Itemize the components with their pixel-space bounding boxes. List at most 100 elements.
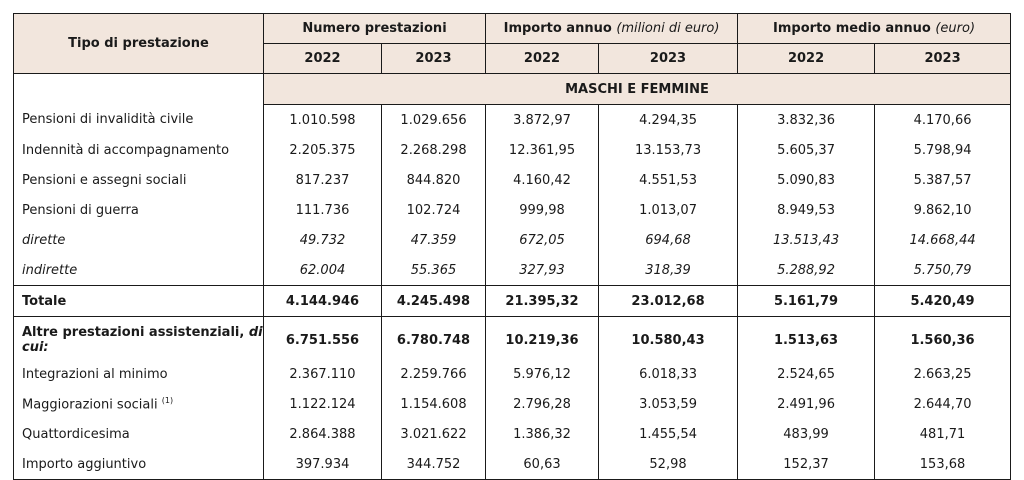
table-row: Integrazioni al minimo 2.367.110 2.259.7… xyxy=(13,359,1012,389)
col-group-numero: Numero prestazioni xyxy=(262,13,487,44)
cell: 6.780.748 xyxy=(380,316,487,359)
cell: 13.513,43 xyxy=(737,225,876,255)
cell: 3.872,97 xyxy=(485,104,600,135)
col-group-medio-unit: (euro) xyxy=(935,21,976,36)
table-row: Pensioni di invalidità civile 1.010.598 … xyxy=(13,104,1012,135)
table-row: Pensioni e assegni sociali 817.237 844.8… xyxy=(13,165,1012,195)
cell: 2.259.766 xyxy=(380,359,487,389)
col-header-tipo: Tipo di prestazione xyxy=(13,13,264,74)
table-row: Quattordicesima 2.864.388 3.021.622 1.38… xyxy=(13,419,1012,449)
cell: 152,37 xyxy=(737,449,876,480)
cell: 60,63 xyxy=(485,449,600,480)
cell: 318,39 xyxy=(598,255,739,286)
row-label: Pensioni e assegni sociali xyxy=(13,165,264,195)
cell: 10.219,36 xyxy=(485,316,600,359)
cell: 1.013,07 xyxy=(598,195,739,225)
cell: 14.668,44 xyxy=(874,225,1012,255)
cell: 2.268.298 xyxy=(380,135,487,165)
table-row: Maggiorazioni sociali (1) 1.122.124 1.15… xyxy=(13,389,1012,419)
col-group-importo-label: Importo annuo xyxy=(503,21,612,36)
cell: 3.053,59 xyxy=(598,389,739,419)
col-group-medio-label: Importo medio annuo xyxy=(773,21,931,36)
cell: 2.663,25 xyxy=(874,359,1012,389)
row-label: Pensioni di guerra xyxy=(13,195,264,225)
cell: 1.455,54 xyxy=(598,419,739,449)
cell: 483,99 xyxy=(737,419,876,449)
cell: 2.524,65 xyxy=(737,359,876,389)
table-row: Importo aggiuntivo 397.934 344.752 60,63… xyxy=(13,449,1012,480)
cell: 10.580,43 xyxy=(598,316,739,359)
cell: 6.751.556 xyxy=(263,316,382,359)
row-label-text: Maggiorazioni sociali xyxy=(22,397,158,413)
total-label: Totale xyxy=(13,285,264,317)
altre-label-suffix: di cui: xyxy=(22,325,263,355)
cell: 5.798,94 xyxy=(874,135,1012,165)
cell: 344.752 xyxy=(380,449,487,480)
row-label: Importo aggiuntivo xyxy=(13,449,264,480)
cell: 1.513,63 xyxy=(737,316,876,359)
year-header: 2022 xyxy=(737,43,876,74)
prestazioni-table: Tipo di prestazione Numero prestazioni I… xyxy=(13,13,1012,480)
cell: 8.949,53 xyxy=(737,195,876,225)
cell: 2.205.375 xyxy=(263,135,382,165)
cell: 5.288,92 xyxy=(737,255,876,286)
cell: 2.367.110 xyxy=(263,359,382,389)
table-row: indirette 62.004 55.365 327,93 318,39 5.… xyxy=(13,255,1012,286)
total-row: Totale 4.144.946 4.245.498 21.395,32 23.… xyxy=(13,285,1012,317)
footnote-ref: (1) xyxy=(161,395,174,405)
cell: 327,93 xyxy=(485,255,600,286)
cell: 481,71 xyxy=(874,419,1012,449)
cell: 49.732 xyxy=(263,225,382,255)
table-row: Pensioni di guerra 111.736 102.724 999,9… xyxy=(13,195,1012,225)
cell: 23.012,68 xyxy=(598,285,739,317)
cell: 5.420,49 xyxy=(874,285,1012,317)
cell: 5.090,83 xyxy=(737,165,876,195)
cell: 3.832,36 xyxy=(737,104,876,135)
table-row: Indennità di accompagnamento 2.205.375 2… xyxy=(13,135,1012,165)
row-label: dirette xyxy=(13,225,264,255)
cell: 1.154.608 xyxy=(380,389,487,419)
row-label: indirette xyxy=(13,255,264,286)
col-group-importo-unit: (milioni di euro) xyxy=(616,21,720,36)
year-header: 2023 xyxy=(598,43,739,74)
section-title: MASCHI E FEMMINE xyxy=(262,73,1012,105)
cell: 817.237 xyxy=(263,165,382,195)
cell: 5.750,79 xyxy=(874,255,1012,286)
year-header: 2022 xyxy=(263,43,382,74)
section-spacer xyxy=(13,73,264,105)
cell: 3.021.622 xyxy=(380,419,487,449)
cell: 2.796,28 xyxy=(485,389,600,419)
year-header: 2023 xyxy=(380,43,487,74)
cell: 4.294,35 xyxy=(598,104,739,135)
cell: 4.245.498 xyxy=(380,285,487,317)
col-group-medio: Importo medio annuo (euro) xyxy=(737,13,1012,44)
cell: 5.976,12 xyxy=(485,359,600,389)
altre-label-text: Altre prestazioni assistenziali, xyxy=(22,325,245,340)
cell: 1.122.124 xyxy=(263,389,382,419)
cell: 694,68 xyxy=(598,225,739,255)
cell: 21.395,32 xyxy=(485,285,600,317)
col-group-importo: Importo annuo (milioni di euro) xyxy=(485,13,739,44)
cell: 5.605,37 xyxy=(737,135,876,165)
row-label: Pensioni di invalidità civile xyxy=(13,104,264,135)
altre-label: Altre prestazioni assistenziali, di cui: xyxy=(13,316,264,359)
row-label: Maggiorazioni sociali (1) xyxy=(13,389,264,419)
cell: 12.361,95 xyxy=(485,135,600,165)
cell: 1.029.656 xyxy=(380,104,487,135)
cell: 2.491,96 xyxy=(737,389,876,419)
row-label: Indennità di accompagnamento xyxy=(13,135,264,165)
cell: 6.018,33 xyxy=(598,359,739,389)
cell: 9.862,10 xyxy=(874,195,1012,225)
section-row: MASCHI E FEMMINE xyxy=(13,73,1012,105)
cell: 1.010.598 xyxy=(263,104,382,135)
cell: 5.387,57 xyxy=(874,165,1012,195)
year-header: 2022 xyxy=(485,43,600,74)
row-label: Quattordicesima xyxy=(13,419,264,449)
cell: 55.365 xyxy=(380,255,487,286)
cell: 13.153,73 xyxy=(598,135,739,165)
cell: 4.160,42 xyxy=(485,165,600,195)
altre-row: Altre prestazioni assistenziali, di cui:… xyxy=(13,316,1012,359)
cell: 2.864.388 xyxy=(263,419,382,449)
cell: 1.560,36 xyxy=(874,316,1012,359)
row-label: Integrazioni al minimo xyxy=(13,359,264,389)
